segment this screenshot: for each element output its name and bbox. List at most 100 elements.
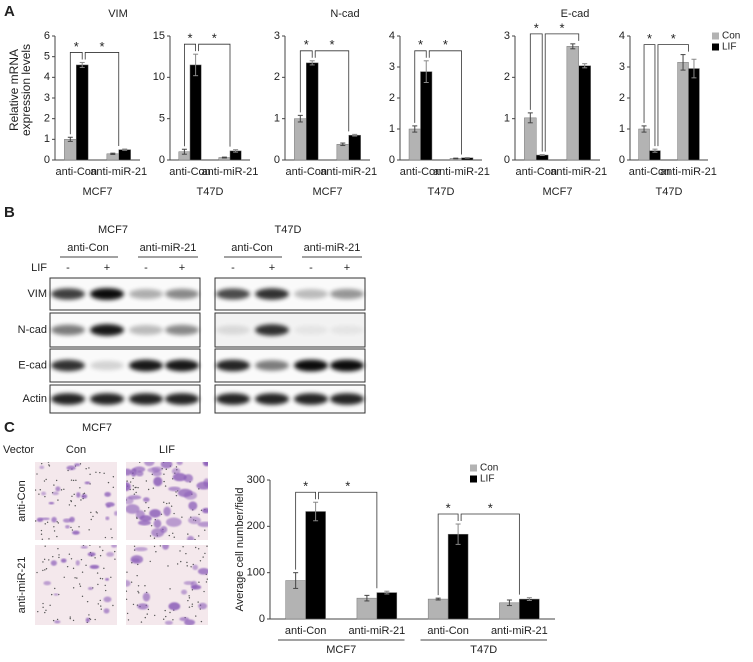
pore (144, 510, 146, 512)
bar (524, 117, 537, 161)
pore (169, 611, 171, 614)
blot-row-label: VIM (27, 288, 47, 300)
pore (96, 572, 99, 574)
pore (72, 479, 75, 482)
pore (46, 521, 49, 523)
cell (153, 476, 163, 487)
pore (112, 486, 115, 489)
row-header: Vector (3, 444, 35, 456)
pore (36, 571, 38, 574)
cell-line: MCF7 (98, 224, 128, 236)
error-bar (691, 58, 697, 79)
pore (137, 590, 139, 593)
x-tick-label: anti-Con (515, 166, 557, 178)
pore (63, 488, 65, 491)
pore (132, 603, 135, 606)
significance-mark: * (647, 31, 652, 46)
significance-mark: * (443, 37, 448, 52)
cell (75, 560, 80, 566)
significance-bracket (544, 33, 580, 152)
cell (151, 528, 165, 538)
pore (104, 536, 107, 539)
pore (37, 610, 39, 613)
pore (35, 489, 37, 491)
legend-swatch (470, 464, 477, 472)
pore (126, 598, 128, 600)
y-tick-label: 3 (274, 30, 280, 42)
pore (133, 545, 136, 547)
cell (39, 465, 45, 470)
pore (144, 616, 146, 619)
pore (80, 499, 82, 501)
cell (197, 568, 208, 575)
pore (112, 476, 115, 478)
pore (44, 545, 46, 547)
y-tick-label: 0 (159, 154, 165, 166)
cell (104, 491, 111, 497)
y-tick-label: 3 (389, 61, 395, 73)
pore (169, 588, 171, 590)
x-tick-label: anti-miR-21 (320, 166, 377, 178)
pore (198, 581, 200, 583)
x-axis-label: MCF7 (543, 186, 573, 198)
x-tick-label: anti-Con (169, 166, 211, 178)
bar (447, 533, 469, 620)
pore (187, 533, 189, 535)
legend-label: Con (480, 463, 498, 474)
pore (165, 468, 167, 470)
cell (171, 467, 181, 475)
pore (163, 501, 165, 503)
pore (198, 535, 200, 537)
pore (198, 513, 200, 516)
cell (168, 486, 181, 492)
y-tick-label: 2 (389, 92, 395, 104)
cell (137, 603, 149, 610)
pore (63, 576, 65, 579)
cell (201, 507, 208, 514)
x-tick-label: anti-Con (285, 625, 327, 637)
cell (160, 462, 173, 469)
pore (100, 605, 102, 607)
legend-label: LIF (722, 42, 736, 53)
pore (89, 618, 92, 621)
pore (71, 495, 73, 497)
pore (56, 521, 58, 523)
x-axis-label: MCF7 (313, 186, 343, 198)
pore (103, 472, 105, 475)
pore (147, 608, 150, 611)
pore (44, 495, 46, 498)
pore (163, 480, 165, 483)
error-bar (181, 148, 187, 155)
bar (336, 144, 350, 161)
pore (126, 480, 128, 482)
x-tick-label: anti-miR-21 (550, 166, 607, 178)
pore (136, 517, 138, 520)
significance-bracket (295, 491, 316, 570)
lif-state: + (179, 262, 185, 274)
significance-bracket (314, 50, 350, 132)
blot-band (216, 393, 250, 405)
pore (202, 556, 204, 558)
pore (137, 486, 139, 489)
pore (200, 620, 203, 623)
cell (162, 545, 169, 550)
pore (150, 525, 153, 527)
pore (76, 577, 78, 579)
pore (39, 489, 41, 491)
blot-band (216, 359, 250, 372)
pore (71, 529, 74, 531)
error-bar (455, 523, 461, 545)
significance-bracket (460, 513, 520, 595)
cell (147, 467, 161, 473)
y-tick-label: 4 (619, 30, 625, 42)
pore (35, 520, 37, 522)
y-tick-label: 1 (44, 133, 50, 145)
cell (165, 517, 182, 527)
pore (126, 590, 128, 592)
bar (305, 511, 326, 620)
pore (99, 546, 101, 548)
blot-band (129, 393, 163, 405)
pore (186, 565, 188, 567)
cell (202, 462, 208, 467)
